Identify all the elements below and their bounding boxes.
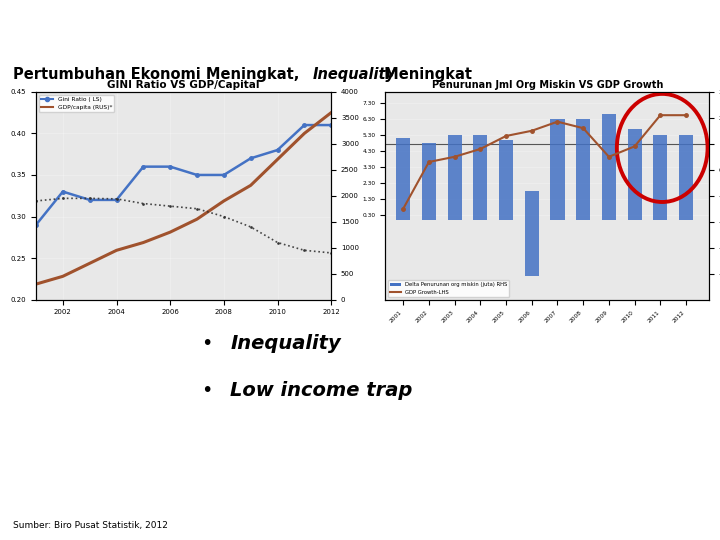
GDP Growth-LHS: [682, 112, 690, 118]
Gini Ratio ( LS): [246, 155, 255, 161]
GDP/capita (RUS)*: [58, 273, 67, 280]
Title: GINI Ratio VS GDP/Capital: GINI Ratio VS GDP/Capital: [107, 79, 260, 90]
Bar: [653, 135, 667, 220]
Bar: [448, 135, 462, 220]
Bar: [550, 119, 564, 220]
Line: GDP Growth-LHS: GDP Growth-LHS: [402, 113, 688, 211]
Gini Ratio ( LS): [220, 172, 228, 178]
Gini Ratio ( LS): [139, 164, 148, 170]
Gini Ratio ( LS): [300, 122, 309, 129]
GDP/capita (RUS)*: [86, 260, 94, 267]
Gini Ratio ( LS): [193, 172, 202, 178]
Title: Penurunan Jml Org Miskin VS GDP Growth: Penurunan Jml Org Miskin VS GDP Growth: [431, 79, 663, 90]
GDP Growth-LHS: [630, 143, 639, 150]
Gini Ratio ( LS): [32, 221, 40, 228]
Bar: [525, 191, 539, 220]
Text: Sumber: Biro Pusat Statistik, 2012: Sumber: Biro Pusat Statistik, 2012: [13, 521, 168, 530]
GDP Growth-LHS: [502, 133, 510, 139]
GDP Growth-LHS: [450, 153, 459, 160]
GDP/capita (RUS)*: [246, 182, 255, 188]
GDP Growth-LHS: [553, 118, 562, 125]
Text: Inequality: Inequality: [230, 334, 341, 353]
Bar: [422, 143, 436, 220]
GDP/capita (RUS)*: [220, 198, 228, 204]
Line: Gini Ratio ( LS): Gini Ratio ( LS): [35, 123, 333, 227]
GDP/capita (RUS)*: [166, 229, 174, 235]
Text: Latar Belakang: Latar Belakang: [11, 12, 295, 45]
GDP Growth-LHS: [399, 206, 408, 212]
GDP/capita (RUS)*: [327, 109, 336, 116]
GDP/capita (RUS)*: [32, 281, 40, 287]
GDP Growth-LHS: [528, 127, 536, 134]
Bar: [679, 135, 693, 220]
Gini Ratio ( LS): [86, 197, 94, 203]
GDP/capita (RUS)*: [300, 130, 309, 137]
GDP/capita (RUS)*: [193, 216, 202, 222]
Text: Inequality: Inequality: [312, 66, 395, 82]
Bar: [576, 119, 590, 220]
Text: •: •: [202, 334, 213, 353]
Text: •: •: [202, 381, 213, 401]
Gini Ratio ( LS): [273, 147, 282, 153]
Legend: Delta Penurunan org miskin (juta) RHS, GDP Growth-LHS: Delta Penurunan org miskin (juta) RHS, G…: [388, 280, 509, 297]
GDP/capita (RUS)*: [112, 247, 121, 254]
GDP Growth-LHS: [656, 112, 665, 118]
GDP Growth-LHS: [476, 146, 485, 152]
Bar: [628, 129, 642, 220]
Gini Ratio ( LS): [112, 197, 121, 203]
GDP/capita (RUS)*: [273, 156, 282, 163]
GDP Growth-LHS: [605, 153, 613, 160]
Gini Ratio ( LS): [58, 188, 67, 195]
Bar: [602, 114, 616, 220]
Bar: [396, 138, 410, 220]
Text: Pertumbuhan Ekonomi Meningkat,: Pertumbuhan Ekonomi Meningkat,: [13, 66, 305, 82]
GDP Growth-LHS: [579, 125, 588, 131]
Bar: [499, 140, 513, 220]
Line: GDP/capita (RUS)*: GDP/capita (RUS)*: [36, 112, 331, 284]
GDP/capita (RUS)*: [139, 239, 148, 246]
GDP Growth-LHS: [425, 159, 433, 165]
Text: Low income trap: Low income trap: [230, 381, 413, 401]
Legend: Gini Ratio ( LS), GDP/capita (RUS)*: Gini Ratio ( LS), GDP/capita (RUS)*: [39, 94, 114, 112]
Gini Ratio ( LS): [166, 164, 174, 170]
Gini Ratio ( LS): [327, 122, 336, 129]
Bar: [525, 220, 539, 276]
Bar: [473, 135, 487, 220]
Text: Meningkat: Meningkat: [379, 66, 472, 82]
